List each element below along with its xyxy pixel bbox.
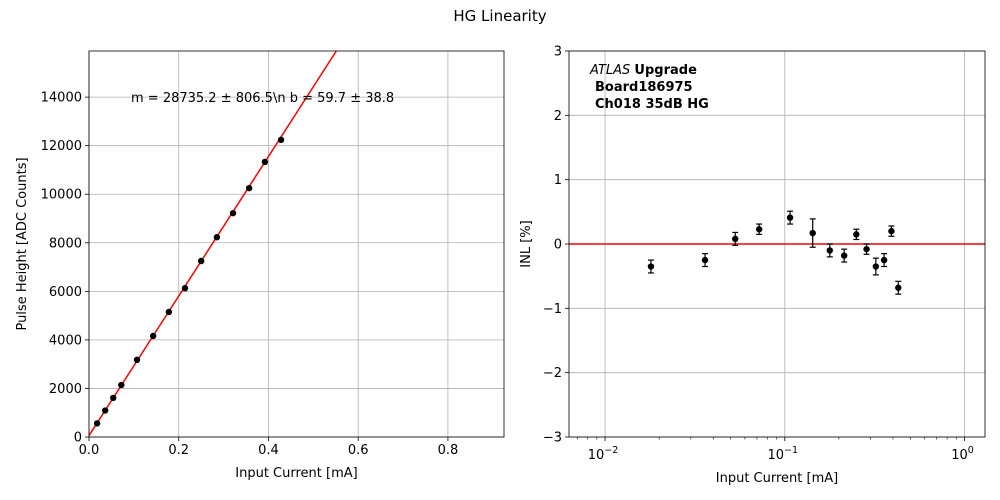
- y-tick-label: 3: [554, 45, 562, 60]
- y-tick-label: 0: [554, 238, 562, 253]
- y-tick-label: −3: [543, 431, 562, 446]
- data-point: [895, 284, 902, 291]
- data-point: [732, 235, 739, 243]
- y-tick-label: 2: [554, 109, 562, 124]
- data-point: [261, 158, 269, 166]
- y-tick-label: 12000: [41, 139, 82, 154]
- data-point: [872, 263, 880, 270]
- linearity-plot: 0.0 0.2 0.4 0.6 0.8 0 2000 4000 6000 8000 10000 120…: [15, 50, 505, 481]
- data-point: [165, 308, 173, 316]
- x-axis-label: Input Current [mA]: [716, 471, 838, 486]
- data-point: [863, 245, 870, 253]
- y-tick-label: 0: [74, 431, 82, 446]
- y-tick-label: −2: [543, 366, 562, 381]
- x-tick-label: 0.6: [348, 443, 369, 458]
- y-tick-label: 8000: [49, 236, 82, 251]
- data-point: [213, 234, 221, 241]
- x-tick-label: 10−2: [588, 445, 619, 463]
- x-tick-label: 10−1: [768, 445, 799, 463]
- data-point: [786, 214, 794, 221]
- data-point: [245, 184, 253, 192]
- y-tick-label: 1: [554, 173, 562, 188]
- y-tick-label: 2000: [49, 382, 82, 397]
- plot-frame: [88, 50, 505, 438]
- data-point: [277, 136, 285, 144]
- data-point: [647, 263, 655, 270]
- board-label: Board186975: [595, 80, 693, 95]
- data-point: [840, 252, 848, 259]
- inl-plot: 10−2 10−1 100 −3 −2 −1 0 1 2 3 ATLAS Upgrade Board1…: [519, 45, 986, 486]
- fit-annotation: m = 28735.2 ± 806.5\n b = 59.7 ± 38.8: [131, 91, 394, 106]
- data-point: [101, 407, 109, 414]
- y-tick-label: 4000: [49, 333, 82, 348]
- data-point: [826, 247, 834, 254]
- data-point: [853, 231, 860, 238]
- x-tick-label: 0.4: [258, 443, 279, 458]
- data-point: [701, 256, 709, 264]
- data-point: [181, 284, 189, 292]
- atlas-label: ATLAS Upgrade: [589, 63, 697, 78]
- data-point: [755, 226, 763, 233]
- y-tick-label: 10000: [41, 188, 82, 203]
- data-point: [93, 420, 101, 427]
- y-tick-label: 6000: [49, 285, 82, 300]
- data-point: [809, 229, 816, 237]
- x-tick-label: 0.0: [79, 443, 100, 458]
- y-tick-label: −1: [543, 302, 562, 317]
- x-axis-label: Input Current [mA]: [235, 466, 357, 481]
- y-axis-label: Pulse Height [ADC Counts]: [15, 157, 30, 330]
- plot-frame: [568, 50, 986, 438]
- data-point: [197, 257, 205, 265]
- data-point: [229, 209, 237, 217]
- figure-title: HG Linearity: [453, 7, 547, 25]
- x-tick-label: 0.8: [438, 443, 459, 458]
- y-tick-label: 14000: [41, 91, 82, 106]
- data-point: [133, 356, 141, 363]
- data-point: [888, 227, 895, 235]
- channel-label: Ch018 35dB HG: [595, 97, 709, 112]
- data-point: [880, 256, 888, 264]
- data-point: [149, 332, 157, 340]
- y-axis-label: INL [%]: [519, 220, 534, 267]
- data-point: [118, 381, 125, 389]
- data-point: [110, 394, 117, 402]
- x-tick-label: 100: [951, 445, 974, 463]
- x-tick-label: 0.2: [168, 443, 189, 458]
- fit-line: [89, 51, 337, 436]
